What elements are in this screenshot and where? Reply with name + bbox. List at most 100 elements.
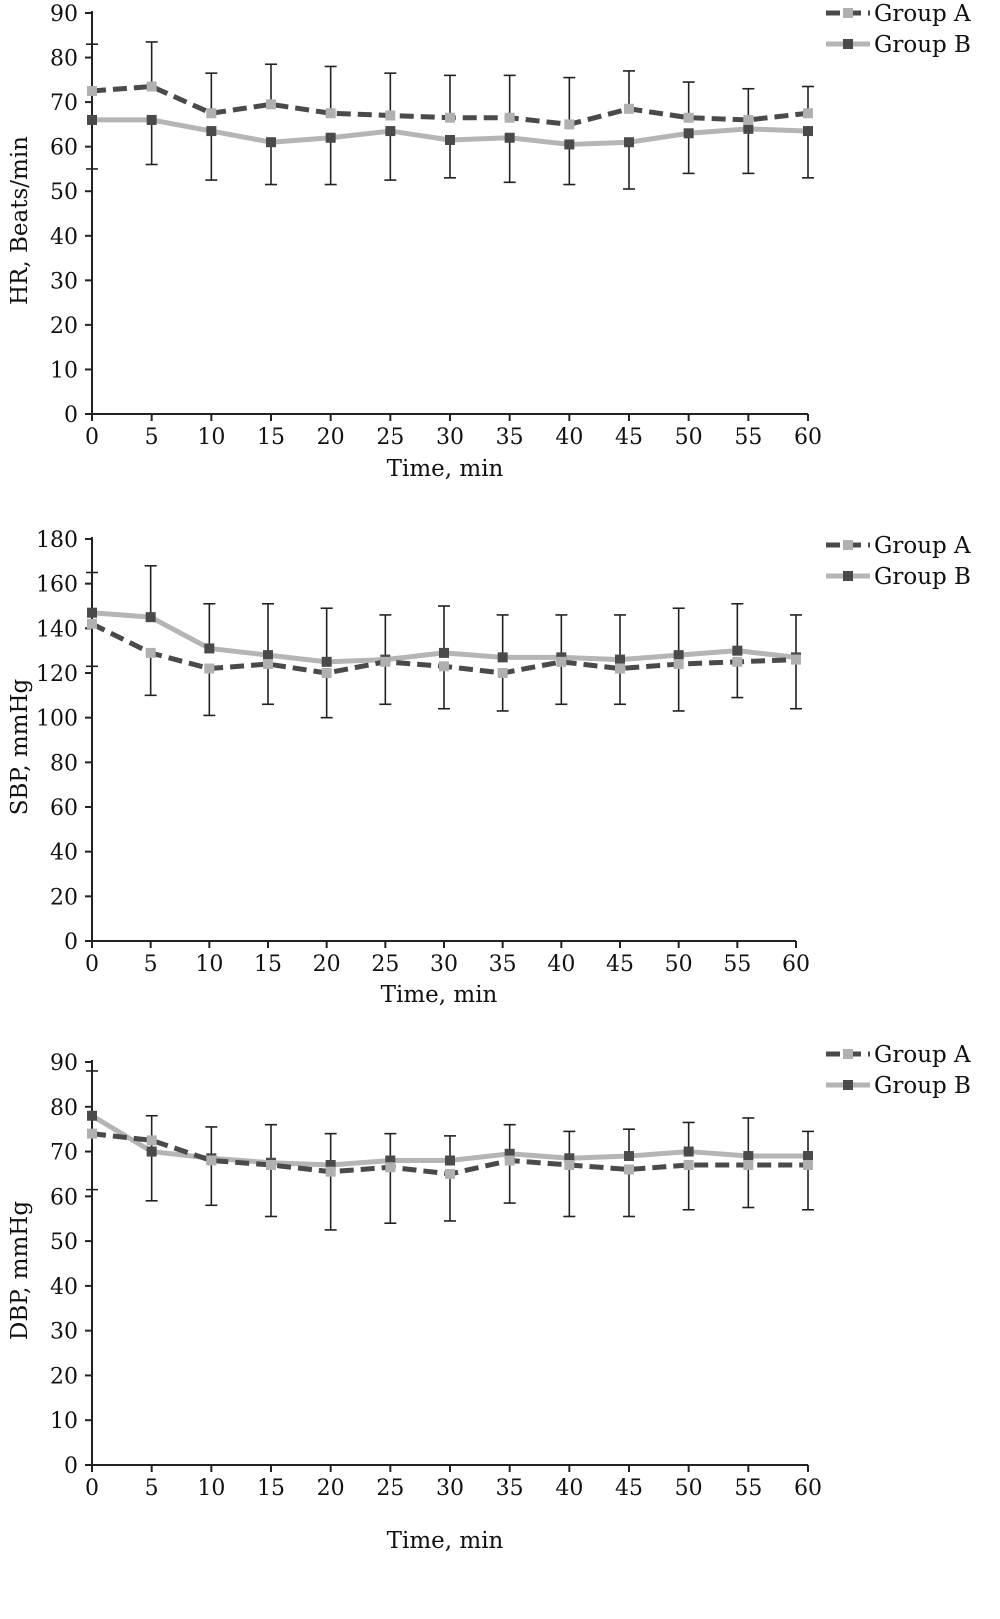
x-tick-label: 15 <box>257 425 285 450</box>
data-point <box>263 659 273 670</box>
y-axis-title: DBP, mmHg <box>7 1201 33 1340</box>
legend-marker <box>843 540 853 550</box>
y-tick-label: 40 <box>50 1275 78 1300</box>
x-tick-label: 55 <box>734 425 762 450</box>
x-tick-label: 30 <box>430 952 458 977</box>
data-point <box>615 663 625 674</box>
x-tick-label: 40 <box>555 425 583 450</box>
y-tick-label: 180 <box>36 528 78 553</box>
x-tick-label: 55 <box>734 1476 762 1501</box>
data-point <box>439 661 449 672</box>
legend-marker <box>843 1049 853 1059</box>
data-point <box>564 139 575 150</box>
y-tick-label: 0 <box>64 403 78 428</box>
x-tick-label: 0 <box>85 425 99 450</box>
data-point <box>683 112 694 123</box>
data-point <box>266 1159 276 1170</box>
data-point <box>445 134 455 145</box>
data-point <box>266 137 276 148</box>
y-tick-label: 140 <box>36 617 78 642</box>
x-tick-label: 60 <box>782 952 810 977</box>
x-tick-label: 10 <box>197 425 225 450</box>
data-point <box>673 650 684 661</box>
data-point <box>504 1155 515 1166</box>
x-tick-label: 35 <box>489 952 517 977</box>
data-point <box>204 643 215 654</box>
data-point <box>504 1148 515 1159</box>
data-point <box>325 1166 336 1177</box>
data-point <box>87 1128 97 1139</box>
y-tick-label: 90 <box>50 1051 78 1076</box>
y-tick-label: 90 <box>50 2 78 27</box>
data-point <box>497 652 508 663</box>
data-point <box>325 132 336 143</box>
x-tick-label: 20 <box>317 425 345 450</box>
y-tick-label: 10 <box>50 1409 78 1434</box>
data-point <box>624 1151 634 1162</box>
x-tick-label: 35 <box>496 425 524 450</box>
x-tick-label: 5 <box>144 952 158 977</box>
data-point <box>321 668 332 678</box>
y-tick-label: 60 <box>50 1185 78 1210</box>
data-point <box>206 1155 217 1166</box>
x-tick-label: 40 <box>547 952 575 977</box>
data-point <box>385 110 396 121</box>
data-point <box>439 647 449 658</box>
data-point <box>683 128 694 139</box>
y-tick-label: 70 <box>50 91 78 116</box>
legend-marker <box>843 571 853 581</box>
data-point <box>504 132 515 143</box>
x-tick-label: 5 <box>145 1476 159 1501</box>
x-axis-title: Time, min <box>387 456 504 482</box>
data-point <box>673 659 684 670</box>
x-tick-label: 25 <box>376 1476 404 1501</box>
data-point <box>263 650 273 661</box>
data-point <box>87 114 97 125</box>
data-point <box>445 1168 455 1179</box>
data-point <box>325 108 336 119</box>
y-tick-label: 20 <box>50 314 78 339</box>
x-tick-label: 45 <box>615 425 643 450</box>
x-tick-label: 30 <box>436 425 464 450</box>
data-point <box>146 114 157 125</box>
data-point <box>87 85 97 96</box>
data-point <box>504 112 515 123</box>
data-point <box>385 1155 396 1166</box>
chart-panel-3: 0 10 20 30 40 50 60 70 80 90 0 5 10 15 20 25 30 35 40 45 50 5… <box>7 1042 971 1554</box>
y-tick-label: 20 <box>50 1364 78 1389</box>
x-tick-label: 45 <box>615 1476 643 1501</box>
data-point <box>146 1146 157 1157</box>
y-tick-label: 80 <box>50 1096 78 1121</box>
data-point <box>206 126 217 137</box>
x-tick-label: 15 <box>257 1476 285 1501</box>
y-tick-label: 10 <box>50 358 78 383</box>
legend-label: Group B <box>874 564 971 590</box>
y-tick-label: 40 <box>50 225 78 250</box>
data-point <box>564 1159 575 1170</box>
y-tick-label: 80 <box>50 751 78 776</box>
y-tick-label: 30 <box>50 1320 78 1345</box>
legend-label: Group A <box>874 533 971 559</box>
legend: Group A Group B <box>826 1 971 58</box>
y-tick-label: 40 <box>50 841 78 866</box>
x-tick-label: 10 <box>197 1476 225 1501</box>
y-axis-title: HR, Beats/min <box>7 136 33 305</box>
data-point <box>564 1153 575 1164</box>
y-tick-label: 0 <box>64 1454 78 1479</box>
x-axis-title: Time, min <box>387 1528 504 1554</box>
legend-marker <box>843 39 853 49</box>
legend-label: Group A <box>874 1042 971 1068</box>
data-point <box>445 1155 455 1166</box>
x-tick-label: 60 <box>794 425 822 450</box>
legend-label: Group B <box>874 32 971 58</box>
x-tick-label: 50 <box>675 1476 703 1501</box>
x-tick-label: 45 <box>606 952 634 977</box>
data-point <box>87 1110 97 1121</box>
data-point <box>87 607 97 618</box>
x-tick-label: 5 <box>145 425 159 450</box>
x-tick-label: 50 <box>665 952 693 977</box>
data-point <box>732 656 743 667</box>
y-tick-label: 60 <box>50 136 78 161</box>
data-point <box>624 103 634 114</box>
